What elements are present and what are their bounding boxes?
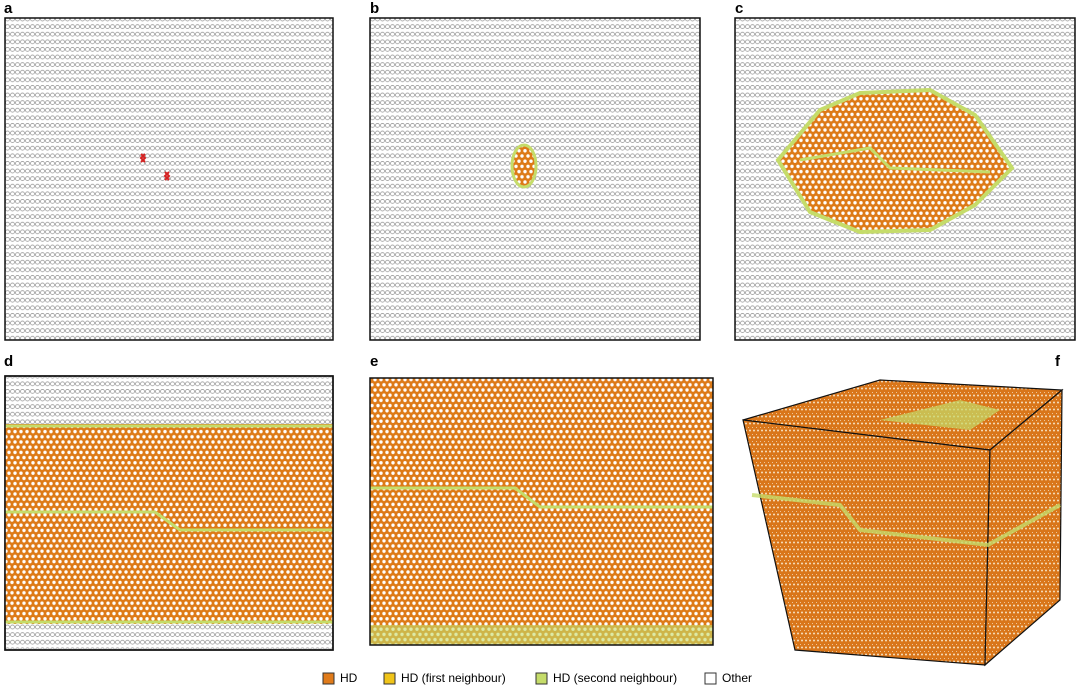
legend: HD HD (first neighbour) HD (second neighbo…	[322, 671, 752, 685]
panel-label: c	[735, 0, 743, 17]
hd-nucleus	[510, 143, 538, 189]
panel-label: b	[370, 0, 379, 17]
legend-label: HD (second neighbour)	[553, 671, 677, 685]
panel-label: d	[4, 353, 13, 370]
legend-label: Other	[722, 671, 752, 685]
surface-patch	[880, 400, 1000, 430]
panel-label: a	[4, 0, 13, 17]
legend-swatch	[383, 672, 396, 685]
defect	[139, 153, 171, 181]
legend-swatch	[535, 672, 548, 685]
interface	[751, 493, 1061, 548]
hd-band	[5, 424, 333, 624]
legend-swatch	[322, 672, 335, 685]
legend-label: HD (first neighbour)	[401, 671, 506, 685]
legend-swatch	[704, 672, 717, 685]
legend-label: HD	[340, 671, 358, 685]
interface	[799, 146, 991, 174]
frame	[369, 377, 714, 646]
interface	[370, 486, 713, 509]
lower-band	[370, 625, 713, 645]
panel-label: f	[1055, 353, 1061, 370]
interface	[5, 424, 333, 624]
frame	[4, 375, 334, 651]
panel-label: e	[370, 353, 378, 370]
panel-e	[370, 378, 713, 645]
hd-domain	[775, 87, 1015, 235]
